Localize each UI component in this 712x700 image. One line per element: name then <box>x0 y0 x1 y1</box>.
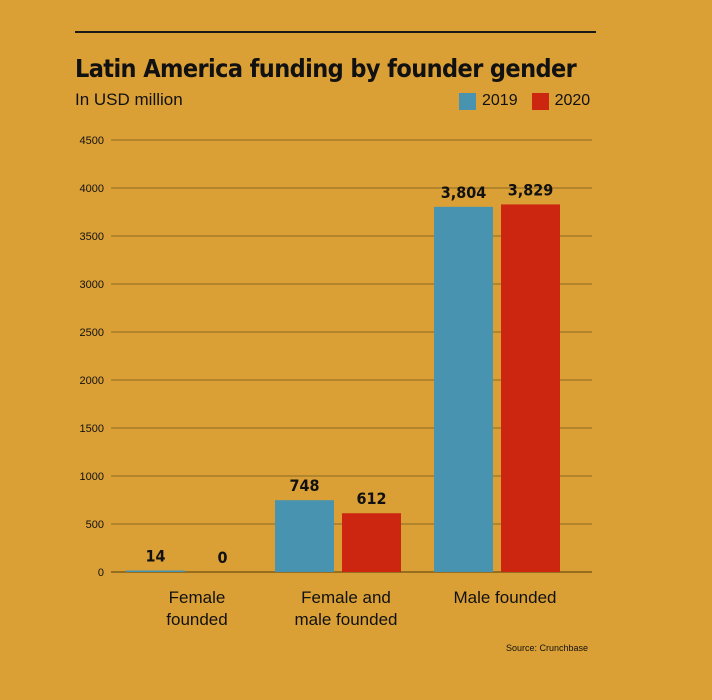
y-tick-label: 0 <box>98 567 104 579</box>
legend-label-2020: 2020 <box>554 92 591 109</box>
category-label: Male founded <box>453 588 556 607</box>
y-tick-label: 3000 <box>80 279 104 291</box>
source-note: Source: Crunchbase <box>506 643 589 653</box>
y-tick-label: 2000 <box>80 375 104 387</box>
y-tick-label: 4500 <box>80 135 104 147</box>
legend-swatch-2020 <box>531 92 549 110</box>
bar-2020-1 <box>342 513 401 572</box>
bar-2019-0 <box>126 570 185 572</box>
y-tick-label: 4000 <box>80 183 104 195</box>
data-label: 3,829 <box>508 180 554 199</box>
data-label: 612 <box>356 489 386 508</box>
bar-2019-1 <box>275 500 334 572</box>
y-tick-label: 2500 <box>80 327 104 339</box>
data-label: 0 <box>217 548 227 567</box>
bar-2019-2 <box>434 206 493 573</box>
y-tick-label: 1000 <box>80 471 104 483</box>
chart-title: Latin America funding by founder gender <box>75 54 577 83</box>
y-tick-label: 1500 <box>80 423 104 435</box>
chart-subtitle: In USD million <box>75 90 183 109</box>
data-label: 14 <box>145 547 165 566</box>
category-label: male founded <box>294 610 397 629</box>
legend-swatch-2019 <box>459 92 476 110</box>
y-tick-label: 500 <box>86 519 104 531</box>
category-label: Female and <box>301 588 391 607</box>
legend-item-2020: 2020 <box>531 92 591 110</box>
y-tick-label: 3500 <box>80 231 104 243</box>
top-rule <box>75 31 596 33</box>
legend: 2019 2020 <box>459 92 590 110</box>
category-label: Female <box>169 588 226 607</box>
data-label: 748 <box>289 476 319 495</box>
bar-2020-2 <box>501 204 560 572</box>
data-label: 3,804 <box>441 183 487 202</box>
legend-label-2019: 2019 <box>482 92 518 109</box>
legend-item-2019: 2019 <box>459 92 518 110</box>
category-label: founded <box>166 610 227 629</box>
